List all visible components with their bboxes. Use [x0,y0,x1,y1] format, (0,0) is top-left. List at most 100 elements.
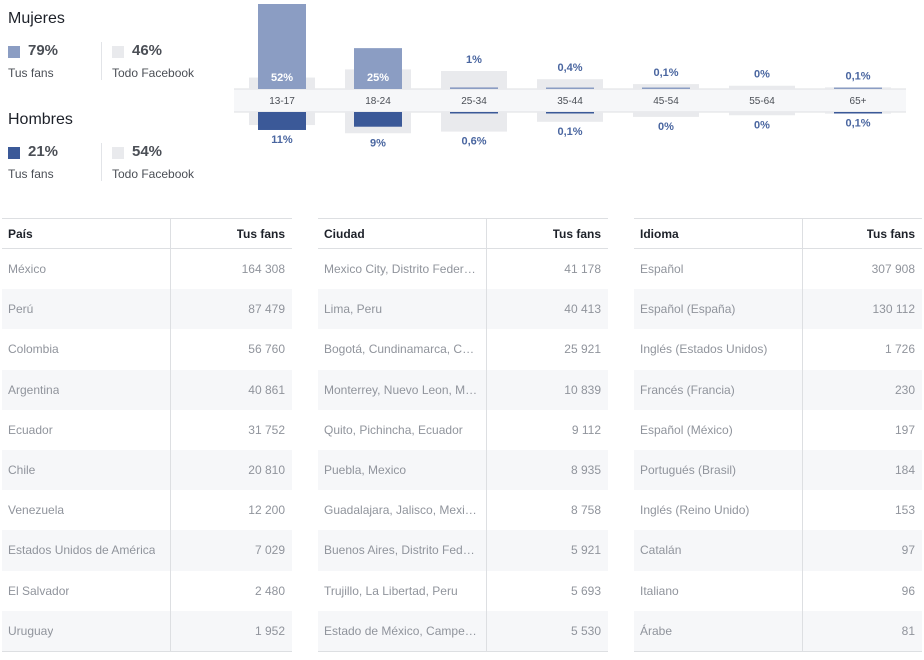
women-fans-swatch [8,46,20,58]
city-fans-cell: 9 112 [571,422,601,437]
table-row: Inglés (Reino Unido) 153 [634,490,922,531]
table-row: Español (España) 130 112 [634,289,922,330]
men-value-label-55-64: 0% [754,119,770,131]
column-divider [802,289,803,330]
fans-bar-women-45-54 [642,87,690,89]
country-header-name[interactable]: País [8,226,33,241]
city-table-header: Ciudad Tus fans [318,219,608,249]
language-fans-cell: 153 [894,503,915,518]
city-header-name[interactable]: Ciudad [324,226,365,241]
language-header-name[interactable]: Idioma [640,226,679,241]
city-fans-cell: 25 921 [564,342,601,357]
city-header-fans[interactable]: Tus fans [552,226,601,241]
women-all-swatch [112,46,124,58]
column-divider [802,449,803,491]
table-row: Catalán 97 [634,530,922,571]
column-divider [170,409,171,450]
fans-bar-men-35-44 [546,112,594,114]
column-divider [170,369,171,410]
age-tick-25-34: 25-34 [461,96,487,107]
column-divider [802,219,803,248]
women-all-stat: 46% Todo Facebook [112,42,222,82]
table-row: El Salvador 2 480 [2,570,292,611]
column-divider [802,490,803,531]
men-value-label-65plus: 0,1% [845,118,870,130]
table-row: Italiano 96 [634,570,922,611]
column-divider [802,369,803,410]
language-name-cell: Inglés (Estados Unidos) [640,342,768,357]
city-fans-cell: 5 693 [570,583,601,598]
column-divider [486,570,487,611]
language-name-cell: Español (México) [640,422,733,437]
country-fans-cell: 40 861 [248,382,285,397]
table-row: Mexico City, Distrito Feder… 41 178 [318,249,608,290]
language-name-cell: Francés (Francia) [640,382,735,397]
country-header-fans[interactable]: Tus fans [236,226,285,241]
country-fans-cell: 56 760 [248,342,285,357]
men-title: Hombres [8,111,73,128]
city-name-cell: Buenos Aires, Distrito Fed… [324,543,475,558]
language-fans-cell: 130 112 [872,302,916,317]
column-divider [170,249,171,290]
country-fans-cell: 164 308 [241,262,285,277]
language-name-cell: Inglés (Reino Unido) [640,503,750,518]
men-all-stat: 54% Todo Facebook [112,143,222,183]
table-row: Quito, Pichincha, Ecuador 9 112 [318,409,608,450]
city-name-cell: Mexico City, Distrito Feder… [324,262,476,277]
women-value-label-35-44: 0,4% [557,62,582,74]
age-gender-chart: 52% 11% 25% 9% 1% 0,6% 0,4% 0,1% 0,1% 0% 0% 0% 0,1% 0… [234,4,906,149]
table-row: Buenos Aires, Distrito Fed… 5 921 [318,530,608,571]
country-name-cell: Uruguay [8,623,54,638]
language-fans-cell: 230 [894,382,915,397]
language-table-body: Español 307 908 Español (España) 130 112 Ing… [634,249,922,651]
age-tick-18-24: 18-24 [365,96,391,107]
column-divider [486,530,487,571]
column-divider [802,610,803,651]
city-name-cell: Estado de México, Campe… [324,623,477,638]
column-divider [170,530,171,571]
women-fans-pct: 79% [28,42,59,59]
column-divider [802,570,803,611]
country-name-cell: Chile [8,463,36,478]
city-fans-cell: 41 178 [564,262,601,277]
table-row: Colombia 56 760 [2,329,292,370]
women-value-label-18-24: 25% [367,72,389,84]
bar-value-labels: 52% 11% 25% 9% 1% 0,6% 0,4% 0,1% 0,1% 0% 0% 0% 0,1% 0… [271,54,871,149]
fans-bar-men-65plus [834,112,882,114]
country-table: País Tus fans México 164 308 Perú 87 479 Colom… [2,218,292,652]
fans-bars [258,4,882,130]
language-table-header: Idioma Tus fans [634,219,922,249]
men-fans-label: Tus fans [8,167,54,181]
city-name-cell: Monterrey, Nuevo Leon, M… [324,382,478,397]
column-divider [170,329,171,370]
women-value-label-13-17: 52% [271,72,293,84]
men-value-label-35-44: 0,1% [557,126,582,138]
city-fans-cell: 5 530 [570,623,601,638]
language-fans-cell: 1 726 [884,342,915,357]
facebook-bar-women-45-54 [633,84,699,89]
women-fans-label: Tus fans [8,66,54,80]
women-value-label-55-64: 0% [754,69,770,81]
city-fans-cell: 40 413 [564,302,601,317]
language-header-fans[interactable]: Tus fans [866,226,915,241]
country-fans-cell: 87 479 [248,302,285,317]
fans-bar-women-25-34 [450,87,498,89]
column-divider [486,369,487,410]
country-table-body: México 164 308 Perú 87 479 Colombia 56 760 Arg… [2,249,292,651]
fans-bar-men-18-24 [354,112,402,127]
table-row: Ecuador 31 752 [2,409,292,450]
men-stat-divider [101,143,102,181]
column-divider [486,490,487,531]
table-row: Monterrey, Nuevo Leon, M… 10 839 [318,369,608,410]
language-fans-cell: 81 [901,623,915,638]
country-name-cell: Estados Unidos de América [8,543,156,558]
column-divider [486,449,487,491]
language-table: Idioma Tus fans Español 307 908 Español (Esp… [634,218,922,652]
table-row: Perú 87 479 [2,289,292,330]
country-name-cell: Ecuador [8,422,53,437]
language-fans-cell: 307 908 [871,262,915,277]
city-fans-cell: 8 935 [570,463,601,478]
country-fans-cell: 1 952 [254,623,285,638]
table-row: Estados Unidos de América 7 029 [2,530,292,571]
table-row: Portugués (Brasil) 184 [634,449,922,491]
